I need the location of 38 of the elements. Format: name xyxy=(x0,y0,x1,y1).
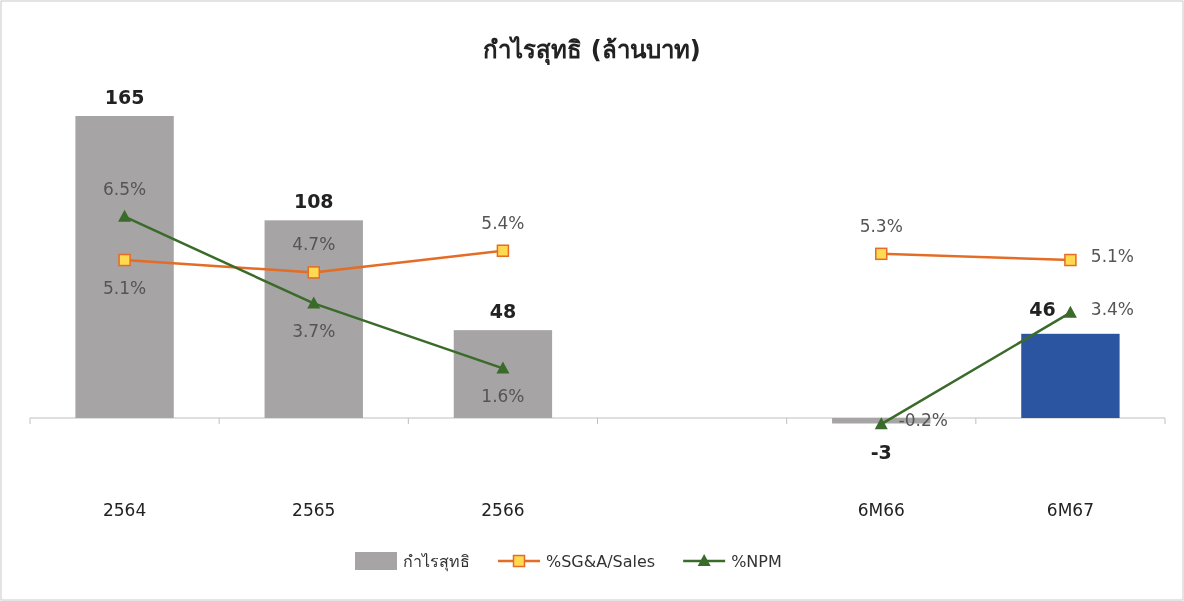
bar xyxy=(264,220,363,418)
x-tick-label: 6M67 xyxy=(1046,500,1094,520)
point xyxy=(118,209,132,222)
x-tick-label: 2564 xyxy=(102,500,147,520)
point xyxy=(874,417,888,430)
point xyxy=(496,244,510,257)
data-label: 165 xyxy=(104,86,145,108)
point xyxy=(875,247,888,261)
point xyxy=(307,266,320,279)
data-label: 5.1% xyxy=(102,278,147,299)
data-label: 5.3% xyxy=(859,215,903,236)
x-tick-label: 2566 xyxy=(481,500,525,520)
data-label: -3 xyxy=(870,441,892,464)
chart-title: กำไรสุทธิ (ล้านบาท) xyxy=(483,35,701,66)
data-label: 4.7% xyxy=(292,234,336,255)
point xyxy=(1064,253,1077,267)
legend-label: %NPM xyxy=(731,552,782,571)
legend-label: กำไรสุทธิ xyxy=(403,552,470,572)
point xyxy=(307,296,321,309)
data-label: 46 xyxy=(1029,297,1056,320)
data-label: 3.7% xyxy=(292,321,336,342)
data-label: 48 xyxy=(489,300,517,323)
bar xyxy=(75,116,174,418)
point xyxy=(496,361,510,374)
data-label: 5.1% xyxy=(1090,246,1135,267)
x-tick-label: 6M66 xyxy=(857,500,905,520)
data-label: 6.5% xyxy=(102,178,147,199)
bar xyxy=(453,330,553,418)
data-label: -0.2% xyxy=(898,410,948,431)
data-label: 1.6% xyxy=(481,386,525,407)
bar xyxy=(1021,333,1120,418)
legend-label: %SG&A/Sales xyxy=(546,552,656,571)
point xyxy=(118,253,131,267)
data-label: 5.4% xyxy=(481,212,525,233)
x-tick-label: 2565 xyxy=(292,500,336,520)
data-label: 108 xyxy=(293,190,334,213)
data-label: 3.4% xyxy=(1090,298,1135,319)
point xyxy=(1063,305,1077,318)
